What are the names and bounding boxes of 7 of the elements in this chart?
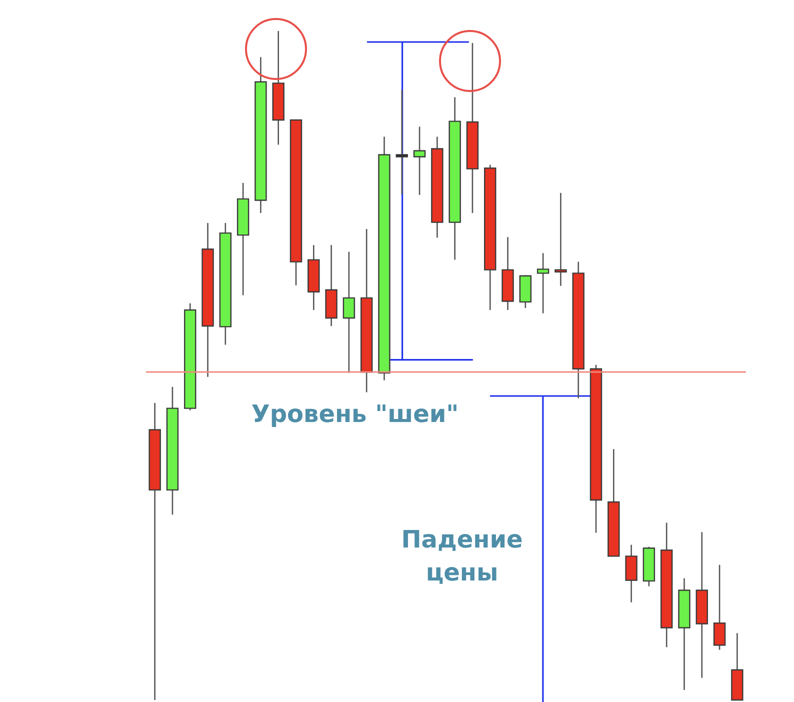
candlestick [713, 564, 726, 650]
candlestick [413, 126, 426, 196]
candlestick [554, 192, 567, 287]
annotation: Падение цены [401, 526, 523, 586]
annotation: Уровень "шеи" [251, 400, 459, 428]
candlestick [342, 251, 356, 374]
candlestick [536, 252, 550, 314]
